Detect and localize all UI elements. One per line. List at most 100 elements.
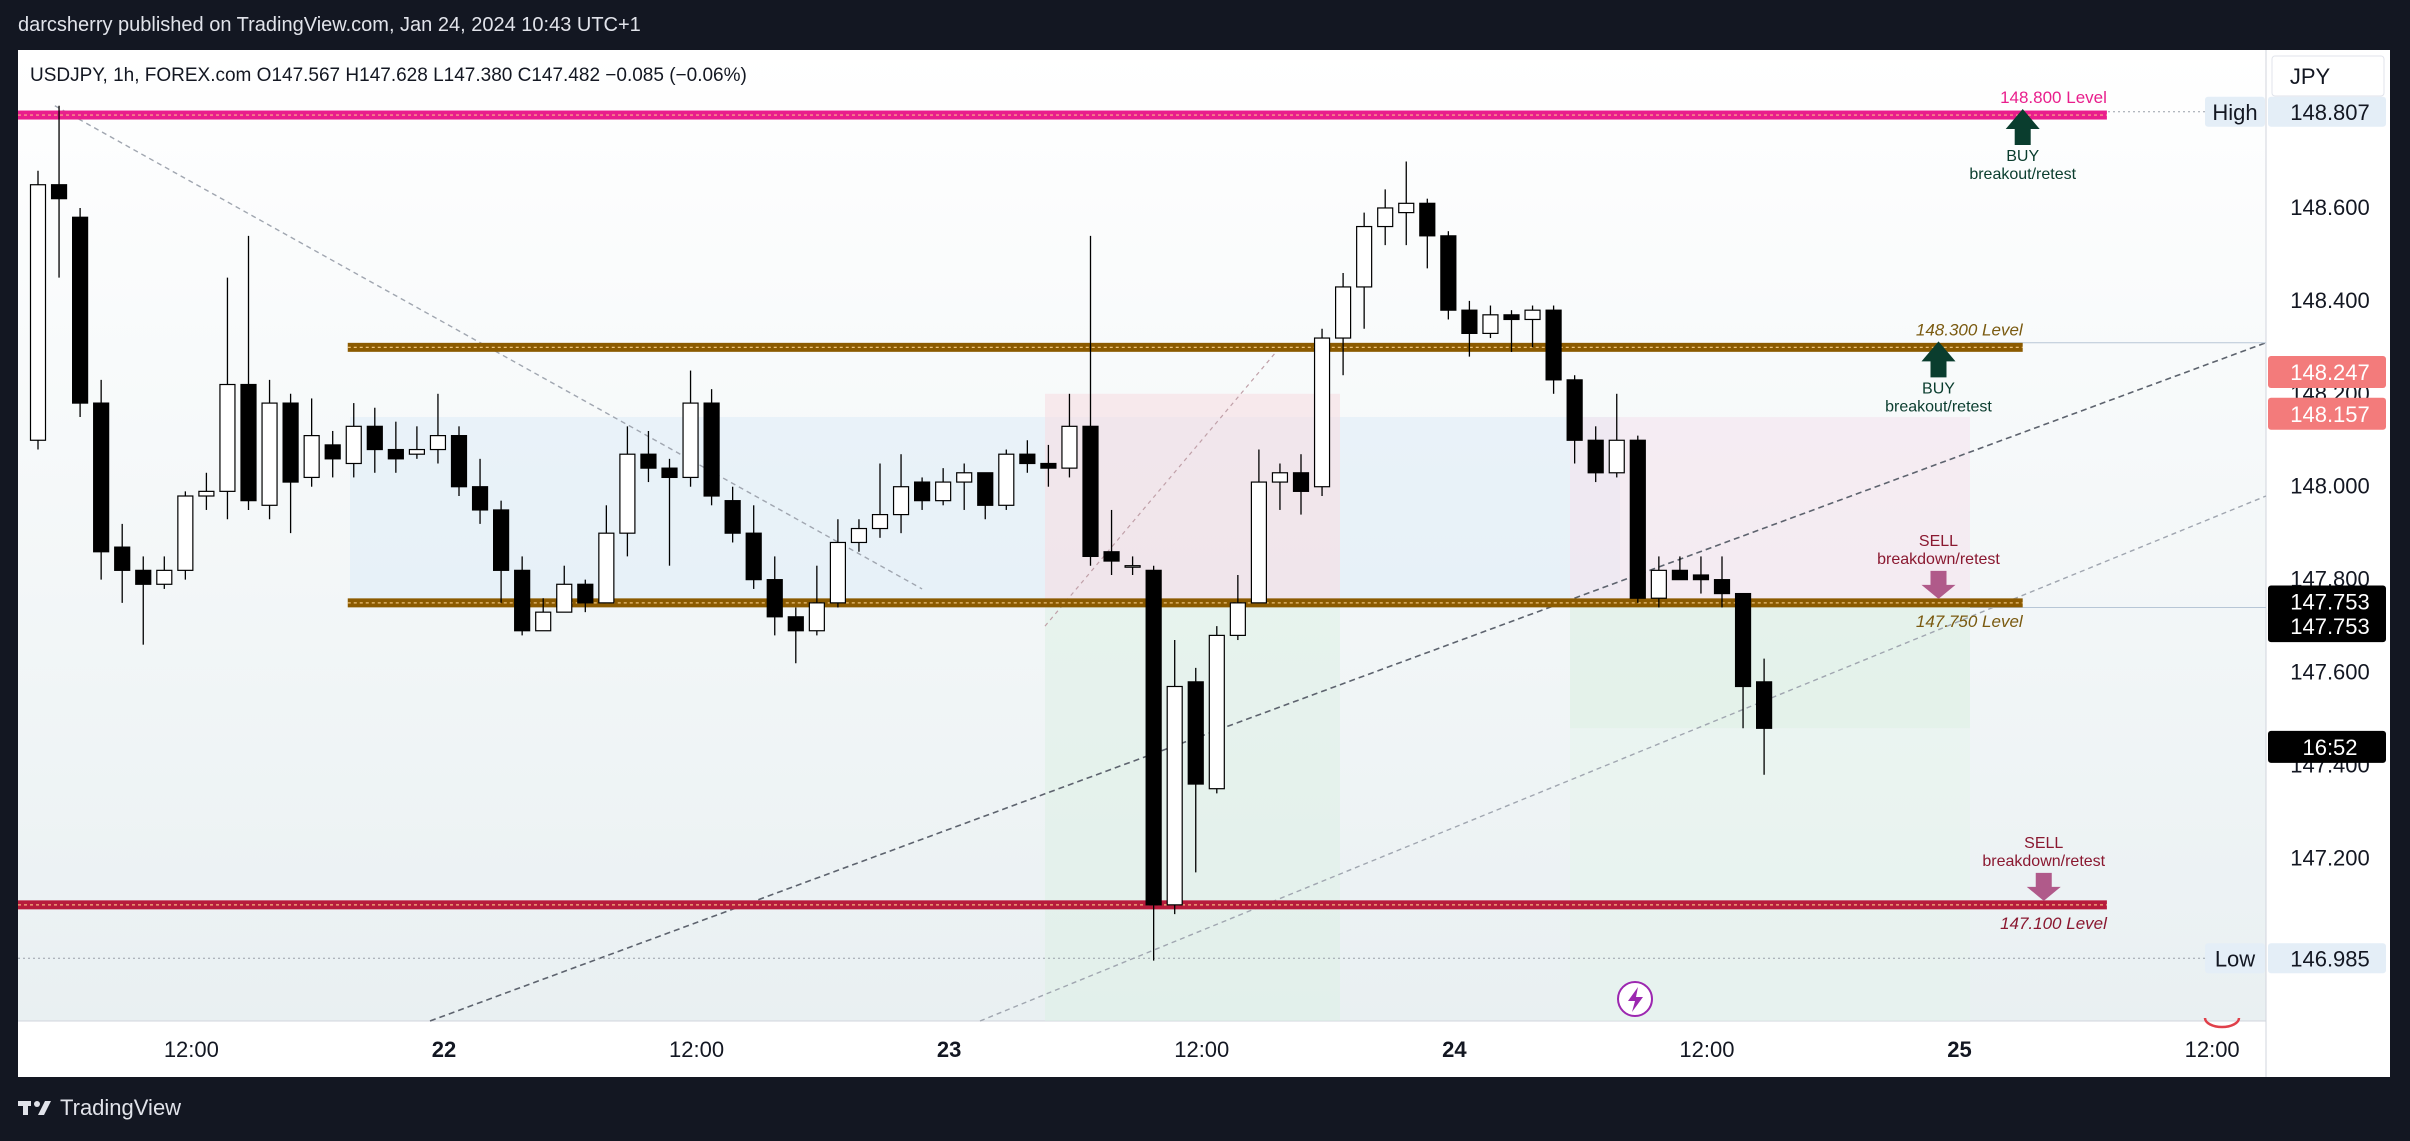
candle[interactable] [156,556,173,589]
candle[interactable] [1419,198,1436,269]
candle[interactable] [998,449,1015,510]
candle[interactable] [1313,328,1331,497]
candle[interactable] [1292,454,1310,515]
candle[interactable] [408,426,425,459]
candle[interactable] [1629,435,1646,603]
candle[interactable] [619,426,636,557]
candle[interactable] [514,556,531,636]
price-axis[interactable] [2266,50,2390,1077]
candle[interactable] [324,430,341,478]
price-tag[interactable]: 148.157 [2268,397,2386,430]
candle[interactable] [135,556,152,645]
candle[interactable] [1208,626,1225,794]
candle[interactable] [640,430,657,483]
candle[interactable] [1187,667,1204,873]
candle[interactable] [1019,440,1036,473]
candle[interactable] [1692,556,1710,594]
candle[interactable] [1545,305,1562,394]
candle[interactable] [429,393,447,464]
price-tag[interactable]: 16:52 [2268,730,2386,763]
candle[interactable] [219,277,236,520]
candle[interactable] [177,491,194,580]
candle[interactable] [1271,463,1289,510]
candle[interactable] [1229,574,1246,641]
candle[interactable] [913,477,931,510]
candle[interactable] [114,523,131,603]
candle[interactable] [387,421,404,473]
candle[interactable] [598,505,615,604]
candle[interactable] [1124,556,1141,575]
candle[interactable] [1061,393,1078,478]
candle[interactable] [682,370,699,487]
candle[interactable] [808,565,825,636]
candle[interactable] [282,393,299,534]
level-line[interactable]: 147.750 Level [347,598,2024,631]
candle[interactable] [661,458,678,566]
candle[interactable] [787,607,804,664]
price-tag[interactable]: High 148.807 [2205,96,2386,127]
level-band[interactable] [347,342,2023,352]
candle[interactable] [577,579,594,613]
candle[interactable] [556,565,573,613]
candle[interactable] [1713,556,1731,608]
level-band[interactable] [347,598,2023,608]
candle[interactable] [766,556,783,636]
level-line[interactable]: 147.100 Level [18,900,2108,933]
candle[interactable] [1650,556,1667,608]
candle[interactable] [724,486,741,543]
candle[interactable] [1482,305,1499,339]
candle[interactable] [198,472,215,510]
candle[interactable] [1103,509,1120,575]
candle[interactable] [829,519,847,608]
candle[interactable] [93,379,110,580]
trend-line[interactable] [429,341,2267,1022]
candle[interactable] [535,598,552,632]
candle[interactable] [1334,273,1352,376]
candle[interactable] [1398,161,1415,246]
candle[interactable] [850,519,868,552]
candle[interactable] [1566,375,1583,464]
candle[interactable] [71,207,89,418]
time-axis[interactable] [18,1021,2266,1077]
candle[interactable] [1461,300,1478,357]
candle[interactable] [703,389,720,506]
candle[interactable] [1166,640,1183,915]
candle[interactable] [366,407,383,473]
candle[interactable] [1440,231,1457,320]
candle[interactable] [1734,592,1752,729]
candle[interactable] [745,505,762,589]
tradingview-brand[interactable]: TradingView [18,1095,181,1121]
candle[interactable] [1040,444,1057,487]
candle[interactable] [1145,565,1162,961]
candle[interactable] [1671,556,1689,581]
level-line[interactable]: 148.300 Level [347,320,2024,352]
candle[interactable] [240,235,257,510]
candle[interactable] [892,454,910,534]
price-tag[interactable]: 147.753 [2268,610,2386,643]
candle[interactable] [956,463,973,510]
candle[interactable] [1082,235,1099,566]
candle[interactable] [471,458,489,524]
candle[interactable] [29,170,47,450]
price-tag[interactable]: 148.247 [2268,355,2386,388]
candle[interactable] [450,426,468,497]
candle[interactable] [261,379,278,520]
candle[interactable] [871,463,889,538]
candle[interactable] [1250,449,1268,604]
candle[interactable] [493,500,510,603]
candle[interactable] [1524,305,1541,348]
candle[interactable] [50,105,68,278]
candle[interactable] [1356,212,1373,329]
candle[interactable] [935,468,952,506]
candle[interactable] [1377,189,1394,246]
candle[interactable] [1608,393,1625,478]
candle[interactable] [977,472,994,520]
currency-selector[interactable]: JPY [2271,55,2385,97]
trend-line[interactable] [979,495,2267,1022]
lightning-icon[interactable] [1617,981,1653,1017]
